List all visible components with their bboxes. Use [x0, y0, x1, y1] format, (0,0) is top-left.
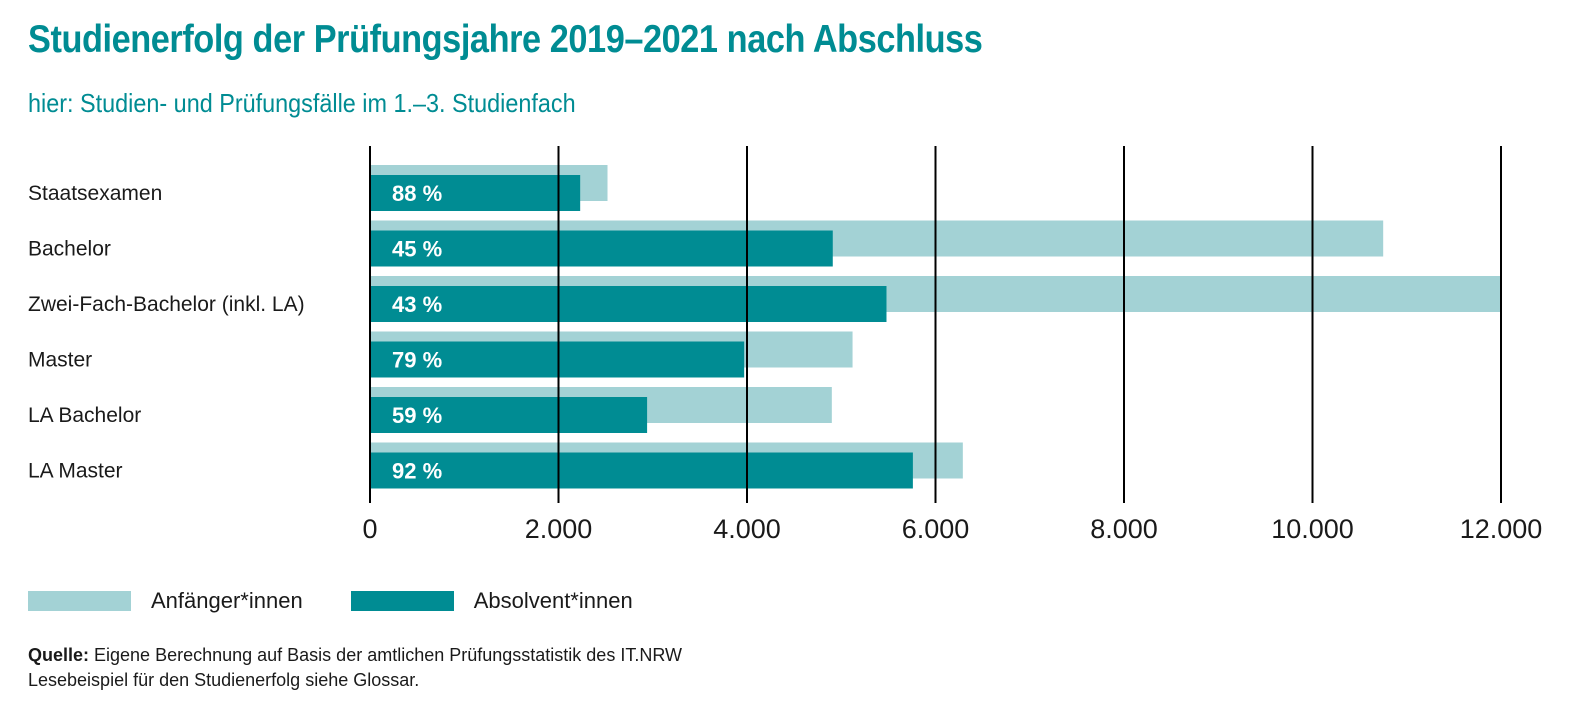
labels-layer: 88 % Staatsexamen 45 % Bachelor 43 % Zwei-Fac…: [28, 181, 1542, 544]
source-label: Quelle:: [28, 645, 90, 665]
x-tick-label: 8.000: [1090, 514, 1158, 544]
x-tick-label: 0: [362, 514, 377, 544]
legend-label: Absolvent*innen: [473, 588, 633, 613]
category-label: Master: [28, 349, 92, 372]
bar-percent-label: 92 %: [392, 459, 442, 484]
source-line: Quelle: Eigene Berechnung auf Basis der …: [28, 643, 682, 668]
category-label: Staatsexamen: [28, 182, 162, 205]
x-tick-label: 12.000: [1460, 514, 1543, 544]
x-tick-label: 6.000: [902, 514, 970, 544]
gridlines: [369, 146, 1502, 503]
bar-absolventen: [370, 341, 745, 378]
bar-percent-label: 43 %: [392, 292, 442, 317]
bar-absolventen: [370, 175, 581, 211]
chart-title: Studienerfolg der Prüfungsjahre 2019–202…: [28, 18, 983, 61]
bar-percent-label: 59 %: [392, 403, 442, 428]
legend-item-anfaenger: Anfänger*innen: [28, 588, 303, 614]
bar-absolventen: [370, 452, 913, 489]
category-label: LA Master: [28, 460, 123, 483]
legend-swatch-anfaenger: [28, 591, 131, 611]
bar-absolventen: [370, 230, 833, 267]
bar-absolventen: [370, 286, 887, 322]
bar-absolventen: [370, 397, 648, 433]
legend: Anfänger*innen Absolvent*innen: [28, 588, 681, 614]
category-label: LA Bachelor: [28, 404, 141, 427]
bar-percent-label: 88 %: [392, 181, 442, 206]
category-label: Bachelor: [28, 238, 111, 261]
legend-swatch-absolventen: [350, 591, 454, 611]
legend-item-absolventen: Absolvent*innen: [350, 588, 633, 614]
x-tick-label: 4.000: [713, 514, 781, 544]
reading-note: Lesebeispiel für den Studienerfolg siehe…: [28, 670, 420, 690]
legend-label: Anfänger*innen: [151, 588, 303, 613]
bars-layer: [370, 165, 1501, 489]
source-text: Eigene Berechnung auf Basis der amtliche…: [89, 645, 682, 665]
bar-percent-label: 45 %: [392, 237, 442, 262]
x-tick-label: 2.000: [525, 514, 593, 544]
bar-percent-label: 79 %: [392, 348, 442, 373]
chart-subtitle: hier: Studien- und Prüfungsfälle im 1.–3…: [28, 88, 576, 118]
category-label: Zwei-Fach-Bachelor (inkl. LA): [28, 293, 305, 316]
footer: Quelle: Eigene Berechnung auf Basis der …: [28, 643, 682, 693]
bar-chart: 88 % Staatsexamen 45 % Bachelor 43 % Zwei-Fac…: [28, 146, 1542, 544]
x-tick-label: 10.000: [1271, 514, 1354, 544]
